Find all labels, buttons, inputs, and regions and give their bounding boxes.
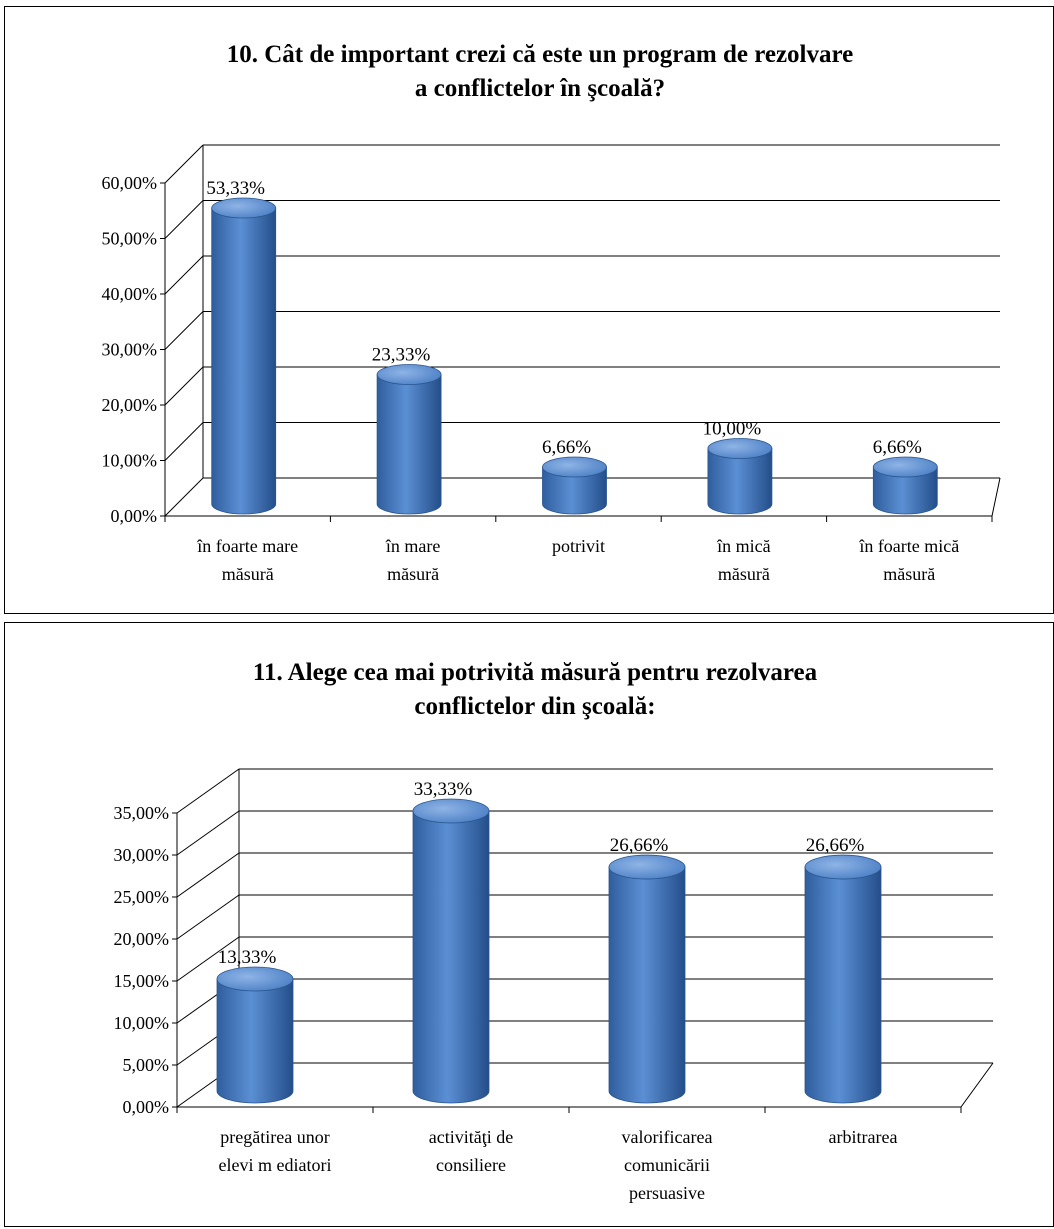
data-label: 26,66% [610, 835, 669, 856]
side-gridline [164, 477, 204, 517]
category-label: elevi m ediatori [219, 1155, 332, 1175]
bar [216, 966, 294, 1104]
bar [412, 798, 490, 1104]
category-label: măsură [718, 564, 770, 584]
category-label: persuasive [629, 1183, 705, 1203]
y-tick-label: 25,00% [114, 887, 170, 907]
category-label: măsură [883, 564, 935, 584]
chart-title-line: a conflictelor în şcoală? [415, 75, 665, 102]
side-gridline [176, 810, 240, 856]
side-gridline [176, 894, 240, 940]
y-tick-label: 10,00% [114, 1013, 170, 1033]
y-tick-label: 50,00% [102, 229, 158, 249]
side-gridline [164, 311, 204, 350]
data-label: 23,33% [372, 345, 431, 366]
chart-title-line: 11. Alege cea mai potrivită măsură pentr… [253, 659, 818, 686]
category-label: măsură [222, 564, 274, 584]
y-tick-label: 35,00% [114, 803, 170, 823]
y-tick-label: 30,00% [114, 845, 170, 865]
side-gridline [176, 936, 240, 982]
chart-panel-11: 11. Alege cea mai potrivită măsură pentr… [4, 622, 1054, 1227]
bar [804, 854, 882, 1104]
category-label: pregătirea unor [220, 1127, 329, 1147]
category-label: consiliere [436, 1155, 506, 1175]
bar [211, 197, 277, 515]
side-gridline [164, 144, 204, 184]
category-label: comunicării [624, 1155, 710, 1175]
data-label: 33,33% [414, 779, 473, 800]
bar-chart-10: 10. Cât de important crezi că este un pr… [102, 41, 1001, 584]
bar [608, 854, 686, 1104]
category-label: valorificarea [622, 1127, 713, 1147]
y-tick-label: 0,00% [111, 506, 158, 526]
category-label: arbitrarea [829, 1127, 898, 1147]
side-gridline [164, 255, 204, 295]
side-gridline [164, 422, 204, 461]
category-label: în mică [716, 536, 770, 556]
data-label: 10,00% [703, 419, 762, 440]
data-label: 26,66% [806, 835, 865, 856]
category-label: activităţi de [429, 1127, 513, 1147]
chart-title-line: conflictelor din şcoală: [414, 693, 655, 720]
category-label: în mare [385, 536, 440, 556]
side-gridline [176, 768, 240, 814]
bar [872, 456, 938, 515]
y-tick-label: 10,00% [102, 451, 158, 471]
data-label: 53,33% [206, 178, 265, 199]
bar [707, 438, 773, 515]
data-label: 13,33% [218, 947, 277, 968]
bar [542, 456, 607, 515]
chart-title-line: 10. Cât de important crezi că este un pr… [227, 41, 853, 68]
y-tick-label: 0,00% [123, 1097, 170, 1117]
y-tick-label: 30,00% [102, 340, 158, 360]
y-tick-label: 15,00% [114, 971, 170, 991]
bar [376, 364, 442, 515]
y-tick-label: 60,00% [102, 173, 158, 193]
category-label: în foarte mică [858, 536, 959, 556]
category-label: potrivit [552, 536, 605, 556]
side-gridline [164, 200, 204, 239]
data-label: 6,66% [542, 437, 591, 458]
y-tick-label: 40,00% [102, 284, 158, 304]
y-tick-label: 5,00% [123, 1055, 170, 1075]
category-label: măsură [387, 564, 439, 584]
side-gridline [176, 852, 240, 898]
y-tick-label: 20,00% [102, 395, 158, 415]
side-gridline [164, 366, 204, 406]
y-tick-label: 20,00% [114, 929, 170, 949]
category-label: în foarte mare [196, 536, 298, 556]
bar-chart-11: 11. Alege cea mai potrivită măsură pentr… [114, 659, 994, 1203]
data-label: 6,66% [873, 437, 922, 458]
chart-panel-10: 10. Cât de important crezi că este un pr… [4, 6, 1054, 614]
